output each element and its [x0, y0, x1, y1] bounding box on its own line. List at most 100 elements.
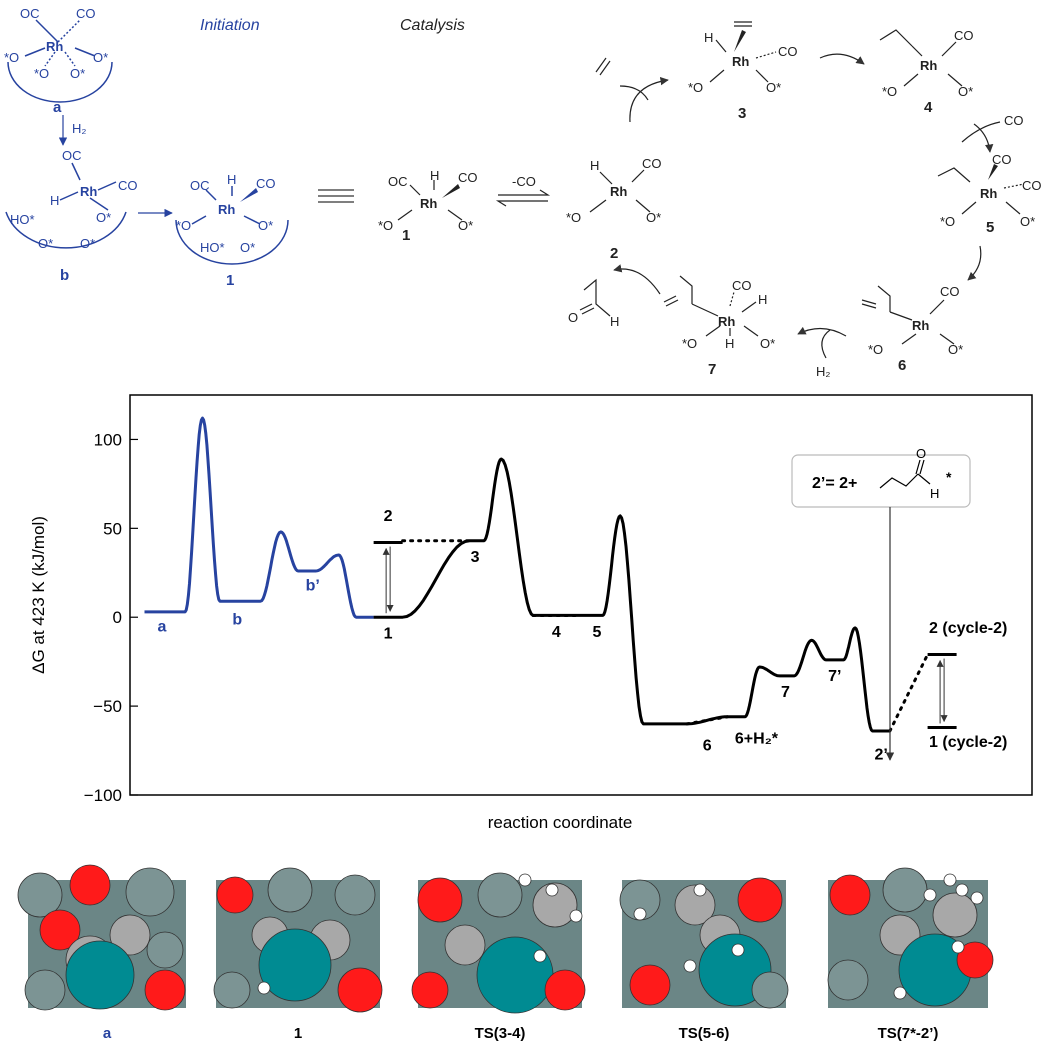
svg-text:CO: CO: [642, 156, 662, 171]
svg-text:O*: O*: [766, 80, 781, 95]
label-a: a: [53, 99, 62, 116]
snapshot-strip: a 1 TS(3-4): [17, 864, 994, 1042]
point-label: 2 (cycle-2): [929, 620, 1007, 637]
species-1: OC H CO Rh *O O* 1: [378, 168, 478, 244]
point-label: 6: [703, 738, 712, 755]
point-label: 6+H₂*: [735, 730, 779, 747]
label-3: 3: [738, 105, 746, 122]
svg-text:O*: O*: [958, 84, 973, 99]
label-5: 5: [986, 219, 994, 236]
plot-frame: [129, 394, 1033, 796]
svg-text:H: H: [725, 336, 734, 351]
svg-text:O*: O*: [258, 218, 273, 233]
svg-text:CO: CO: [992, 152, 1012, 167]
point-label: a: [157, 618, 166, 635]
svg-text:H: H: [227, 172, 236, 187]
svg-text:O: O: [568, 310, 578, 325]
reaction-scheme: Initiation Catalysis OC CO Rh *O O* *O O…: [4, 6, 1042, 379]
equilibrium-arrows: [495, 189, 551, 207]
svg-text:H: H: [758, 292, 767, 307]
point-label: 1 (cycle-2): [929, 734, 1007, 751]
svg-text:Rh: Rh: [732, 54, 749, 69]
label-1-blue: 1: [226, 272, 234, 289]
point-label: 7: [781, 684, 790, 701]
point-label: 2’: [875, 746, 888, 763]
svg-text:OC: OC: [190, 178, 210, 193]
snapshot-ts-7-2: TS(7*-2’): [827, 867, 994, 1042]
curves: [144, 416, 957, 733]
svg-text:*O: *O: [688, 80, 703, 95]
point-label: 1: [384, 626, 393, 643]
y-tick-label: 0: [113, 608, 122, 627]
dotted-connector: [888, 653, 930, 733]
catalysis-label: Catalysis: [400, 17, 465, 34]
svg-text:H: H: [610, 314, 619, 329]
equivalence-sign: [318, 189, 354, 203]
svg-text:CO: CO: [118, 178, 138, 193]
snapshot-label: 1: [294, 1025, 302, 1042]
species-a: OC CO Rh *O O* *O O* a: [4, 6, 113, 116]
y-axis-label: ΔG at 423 K (kJ/mol): [29, 516, 48, 674]
svg-text:*O: *O: [882, 84, 897, 99]
svg-text:CO: CO: [940, 284, 960, 299]
y-tick-label: 50: [103, 519, 122, 538]
dotted-connector: [685, 715, 729, 726]
point-label: 3: [471, 549, 480, 566]
species-3: H CO Rh *O O* 3: [688, 21, 798, 122]
svg-text:*O: *O: [378, 218, 393, 233]
point-label: b’: [306, 578, 320, 595]
svg-text:O*: O*: [458, 218, 473, 233]
svg-text:Rh: Rh: [610, 184, 627, 199]
label-1: 1: [402, 227, 410, 244]
series-initiation: [144, 416, 374, 619]
svg-text:*O: *O: [682, 336, 697, 351]
svg-text:CO: CO: [76, 6, 96, 21]
svg-text:*O: *O: [34, 66, 49, 81]
species-5: CO CO Rh *O O* 5: [937, 152, 1042, 236]
svg-text:H: H: [704, 30, 713, 45]
svg-text:*: *: [946, 469, 952, 485]
svg-text:CO: CO: [732, 278, 752, 293]
svg-text:H₂: H₂: [72, 121, 86, 136]
species-2: H CO Rh *O O* 2: [566, 156, 662, 262]
ethylene-in: [595, 57, 669, 123]
svg-text:O*: O*: [948, 342, 963, 357]
point-labels: a b b’ 2 1 3 4 5 6 6+H₂* 7 7’ 2’ 2 (cycle-2) 1 (cycle-…: [157, 508, 1007, 763]
svg-text:CO: CO: [954, 28, 974, 43]
initiation-label: Initiation: [200, 17, 260, 34]
svg-text:HO*: HO*: [200, 240, 225, 255]
snapshot-ts-5-6: TS(5-6): [619, 877, 789, 1042]
svg-text:CO: CO: [458, 170, 478, 185]
svg-text:O*: O*: [1020, 214, 1035, 229]
svg-text:*O: *O: [940, 214, 955, 229]
label-6: 6: [898, 357, 906, 374]
svg-text:*O: *O: [868, 342, 883, 357]
svg-text:O*: O*: [240, 240, 255, 255]
svg-text:*O: *O: [176, 218, 191, 233]
svg-text:Rh: Rh: [718, 314, 735, 329]
svg-text:HO*: HO*: [10, 212, 35, 227]
species-1-supported: OC H CO Rh *O O* HO* O* 1: [175, 172, 289, 289]
svg-text:*O: *O: [566, 210, 581, 225]
point-label: 5: [592, 624, 601, 641]
propanal: O H: [568, 278, 619, 329]
point-label: b: [232, 611, 242, 628]
species-7: CO H H Rh H *O O* 7: [663, 275, 775, 378]
svg-text:O*: O*: [38, 236, 53, 251]
svg-text:Rh: Rh: [920, 58, 937, 73]
svg-text:*O: *O: [4, 50, 19, 65]
svg-text:O*: O*: [96, 210, 111, 225]
svg-text:Rh: Rh: [218, 202, 235, 217]
svg-text:Rh: Rh: [912, 318, 929, 333]
snapshot-label: TS(3-4): [475, 1025, 526, 1042]
y-tick-label: 100: [94, 430, 122, 449]
species-b: OC CO Rh H HO* O* O* O* b: [5, 148, 138, 284]
svg-text:Rh: Rh: [420, 196, 437, 211]
snapshot-label: TS(7*-2’): [878, 1025, 939, 1042]
snapshot-a: a: [17, 864, 186, 1042]
svg-text:OC: OC: [62, 148, 82, 163]
svg-text:Rh: Rh: [46, 39, 63, 54]
svg-text:O*: O*: [70, 66, 85, 81]
label-7: 7: [708, 361, 716, 378]
